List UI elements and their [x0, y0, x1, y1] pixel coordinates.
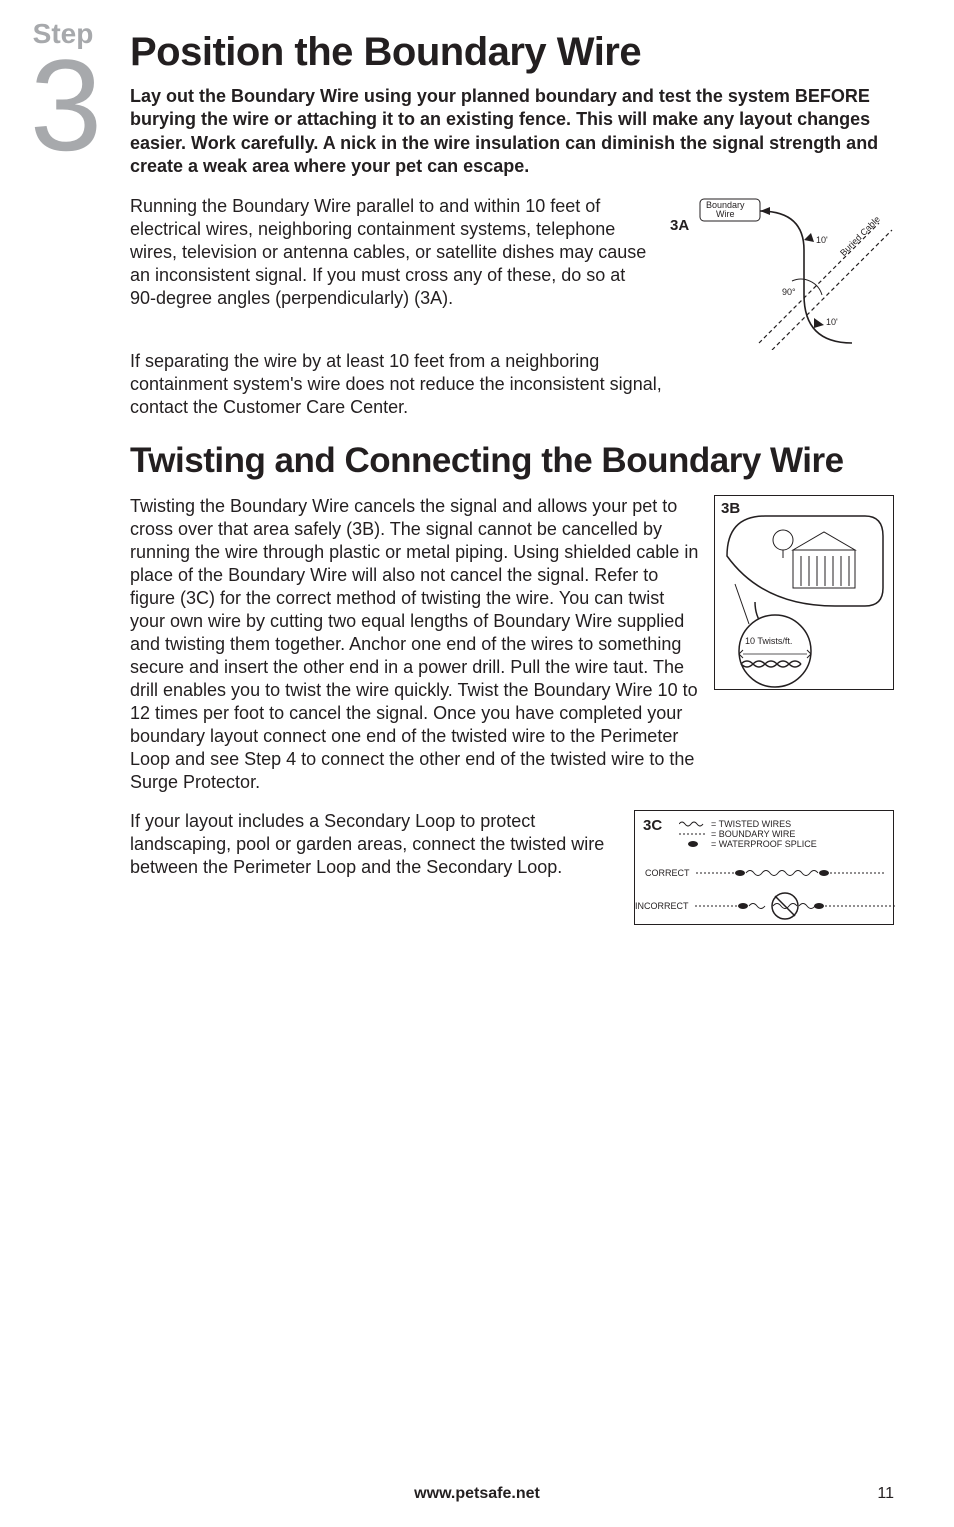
intro-paragraph: Lay out the Boundary Wire using your pla… — [130, 85, 894, 179]
page-title: Position the Boundary Wire — [130, 30, 894, 75]
figure-3b-label: 3B — [721, 500, 740, 517]
page-number: 11 — [877, 1485, 894, 1503]
footer-url: www.petsafe.net — [0, 1485, 954, 1503]
legend-twisted: = TWISTED WIRES — [679, 819, 817, 829]
figure-3a-boundary: BoundaryWire — [706, 201, 745, 219]
paragraph-4: If your layout includes a Secondary Loop… — [130, 810, 620, 879]
figure-3a-dist2: 10' — [826, 317, 838, 327]
figure-3a-dist1: 10' — [816, 235, 828, 245]
section-title-twisting: Twisting and Connecting the Boundary Wir… — [130, 441, 894, 481]
step-number: 3 — [18, 50, 108, 161]
correct-label: CORRECT — [645, 868, 690, 878]
figure-3a: 3A BoundaryWire Buried Cable 90° 10' 10' — [664, 195, 894, 350]
legend-boundary: = BOUNDARY WIRE — [679, 829, 817, 839]
figure-3a-angle: 90° — [782, 287, 796, 297]
incorrect-wire-icon — [695, 891, 895, 921]
figure-3b: 3B 10 Twists/ft. — [714, 495, 894, 690]
correct-wire-icon — [696, 867, 886, 879]
step-indicator: Step 3 — [18, 18, 108, 161]
figure-3c-label: 3C — [643, 817, 662, 834]
figure-3b-twists: 10 Twists/ft. — [745, 636, 792, 646]
figure-3c: 3C = TWISTED WIRES = BOUNDARY WIRE = WAT… — [634, 810, 894, 925]
figure-3a-label: 3A — [670, 217, 689, 234]
paragraph-3: Twisting the Boundary Wire cancels the s… — [130, 495, 700, 794]
paragraph-1: Running the Boundary Wire parallel to an… — [130, 195, 650, 310]
legend-splice: = WATERPROOF SPLICE — [679, 839, 817, 849]
paragraph-2: If separating the wire by at least 10 fe… — [130, 350, 690, 419]
incorrect-label: INCORRECT — [635, 901, 689, 911]
